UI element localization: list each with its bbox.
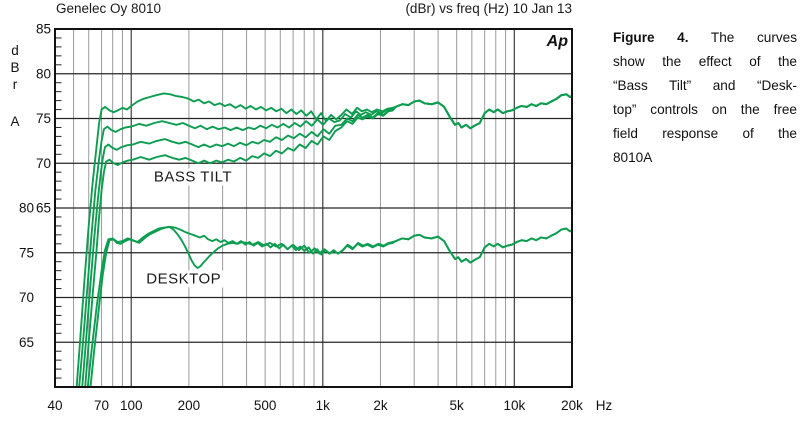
plot-frame <box>54 28 573 388</box>
y-tick-inner-75: 75 <box>36 111 51 126</box>
y-axis-ref-label: A <box>10 114 19 129</box>
x-tick-100: 100 <box>120 398 143 413</box>
caption-lead: Figure 4. <box>613 30 689 45</box>
x-tick-5k: 5k <box>450 398 465 413</box>
y-tick-outer-80: 80 <box>19 201 34 216</box>
y-axis-unit-char: B <box>10 60 19 75</box>
figure-caption: Figure 4. The curves show the effect of t… <box>613 26 797 170</box>
chart-title: Genelec Oy 8010 <box>56 1 162 16</box>
curve-label-desktop: DESKTOP <box>143 270 225 288</box>
y-tick-inner-80: 80 <box>36 66 51 81</box>
x-tick-40: 40 <box>47 398 62 413</box>
x-tick-70: 70 <box>94 398 109 413</box>
audio-precision-logo: Ap <box>546 33 568 50</box>
series-bass-tilt-6 <box>84 93 571 386</box>
y-tick-inner-85: 85 <box>36 22 51 37</box>
caption-line: Figure 4. The curves <box>613 30 797 45</box>
y-tick-inner-70: 70 <box>36 156 51 171</box>
x-tick-10k: 10k <box>503 398 525 413</box>
x-tick-2k: 2k <box>373 398 388 413</box>
caption-line: show the effect of the <box>613 54 797 69</box>
x-tick-1k: 1k <box>316 398 331 413</box>
y-axis-unit-char: d <box>11 43 19 58</box>
caption-line: field response of the <box>613 126 797 141</box>
y-tick-outer-70: 70 <box>19 290 34 305</box>
series-desktop-on <box>89 225 571 386</box>
series-bass-tilt-2 <box>78 93 571 386</box>
x-tick-20k: 20k <box>561 398 583 413</box>
x-axis-unit-label: Hz <box>596 398 613 413</box>
y-tick-outer-75: 75 <box>19 245 34 260</box>
caption-line: 8010A <box>613 150 653 165</box>
curve-label-bass-tilt: BASS TILT <box>150 168 236 186</box>
y-axis-unit-char: r <box>13 77 18 92</box>
x-tick-500: 500 <box>254 398 277 413</box>
y-tick-outer-65: 65 <box>19 335 34 350</box>
y-tick-inner-65: 65 <box>36 201 51 216</box>
x-tick-200: 200 <box>178 398 201 413</box>
caption-line: top” controls on the free <box>613 102 797 117</box>
caption-line: “Bass Tilt” and “Desk- <box>613 78 797 93</box>
chart-subtitle: (dBr) vs freq (Hz) 10 Jan 13 <box>405 1 572 16</box>
